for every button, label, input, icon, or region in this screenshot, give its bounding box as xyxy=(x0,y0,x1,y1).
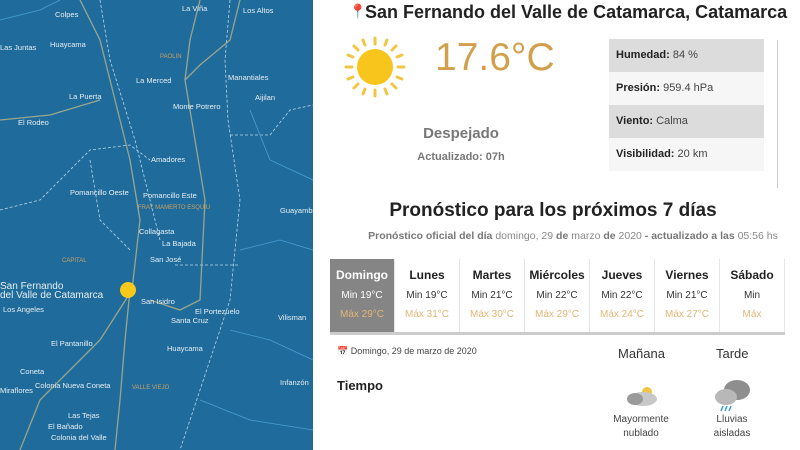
map-label: El Rodeo xyxy=(18,118,49,127)
morning-weather: Mayormente nublado xyxy=(613,414,669,439)
humidity-row: Humedad: 84 % xyxy=(609,39,764,72)
day-tab-lunes[interactable]: Lunes Min 19°C Máx 31°C xyxy=(395,259,460,332)
forecast-title: Pronóstico para los próximos 7 días xyxy=(389,200,717,221)
map-label: La Bajada xyxy=(162,239,196,248)
map-label: Guayamba xyxy=(280,206,313,215)
map-label: FRAY MAMERTO ESQUIU xyxy=(138,205,211,211)
map-label: El Pantanillo xyxy=(51,339,93,348)
map-label: Pomancillo Oeste xyxy=(70,188,129,197)
selected-date: 📅 Domingo, 29 de marzo de 2020 xyxy=(337,346,477,356)
current-temperature: 17.6°C xyxy=(435,36,555,79)
map-label: VALLE VIEJO xyxy=(132,385,170,391)
day-tab-domingo[interactable]: Domingo Min 19°C Máx 29°C xyxy=(330,259,395,332)
day-tab-martes[interactable]: Martes Min 21°C Máx 30°C xyxy=(460,259,525,332)
map-label: La Viña xyxy=(182,4,208,13)
map-label: El Bañado xyxy=(48,422,83,431)
map-label: Huaycama xyxy=(167,344,203,353)
map-label: Colpes xyxy=(55,10,79,19)
weather-row-label: Tiempo xyxy=(337,378,383,393)
weather-panel: 📍 San Fernando del Valle de Catamarca, C… xyxy=(313,0,800,450)
afternoon-weather: Lluvias aisladas xyxy=(713,414,751,439)
pressure-row: Presión: 959.4 hPa xyxy=(609,72,764,105)
day-tabs: Domingo Min 19°C Máx 29°C Lunes Min 19°C Máx… xyxy=(330,259,785,335)
partly-cloudy-icon xyxy=(627,387,657,406)
map-label: San Isidro xyxy=(141,297,175,306)
rain-cloud-icon xyxy=(715,380,750,412)
period-morning: Mañana xyxy=(618,346,665,361)
divider xyxy=(777,40,778,188)
sun-icon xyxy=(344,36,406,98)
map-label: Amadores xyxy=(151,155,186,164)
map-label: CAPITAL xyxy=(62,258,87,264)
map-label: Collagasta xyxy=(139,227,175,236)
map-label: San José xyxy=(150,255,182,264)
wind-row: Viento: Calma xyxy=(609,105,764,138)
map-label: San Fernando xyxy=(0,281,64,292)
map-label: El Portezuelo xyxy=(195,307,240,316)
map-label: Los Altos xyxy=(243,6,274,15)
map-label: Vilisman xyxy=(278,313,307,322)
map-label: Las Tejas xyxy=(68,411,100,420)
map-label: Las Juntas xyxy=(0,43,37,52)
day-tab-jueves[interactable]: Jueves Min 22°C Máx 24°C xyxy=(590,259,655,332)
forecast-subtitle: Pronóstico oficial del día domingo, 29 d… xyxy=(368,230,778,242)
map-label: PAOLIN xyxy=(160,54,182,60)
map-label: Pomancillo Este xyxy=(143,191,197,200)
map-label: Aijilan xyxy=(255,93,276,102)
map-roads xyxy=(0,0,313,450)
map-label: Santa Cruz xyxy=(171,316,209,325)
day-tab-viernes[interactable]: Viernes Min 21°C Máx 27°C xyxy=(655,259,720,332)
location-pin-icon: 📍 xyxy=(349,3,367,19)
map[interactable]: Colpes La Viña Los Altos Las Juntas Huay… xyxy=(0,0,313,450)
calendar-icon: 📅 xyxy=(337,346,349,356)
location-title: San Fernando del Valle de Catamarca, Cat… xyxy=(365,2,788,22)
map-label: La Merced xyxy=(136,76,172,85)
map-label: del Valle de Catamarca xyxy=(0,290,104,301)
visibility-row: Visibilidad: 20 km xyxy=(609,138,764,171)
conditions-table: Humedad: 84 % Presión: 959.4 hPa Viento:… xyxy=(609,39,764,171)
map-label: La Puerta xyxy=(69,92,102,101)
map-label: Colonia Nueva Coneta xyxy=(35,381,111,390)
map-label: Miraflores xyxy=(0,386,33,395)
map-label: Huaycama xyxy=(50,40,86,49)
map-label: Manantiales xyxy=(228,73,269,82)
map-label: Coneta xyxy=(20,367,45,376)
sun-marker-icon xyxy=(120,282,136,298)
map-label: Infanzón xyxy=(280,378,309,387)
updated-time: Actualizado: 07h xyxy=(417,151,505,163)
map-label: Monte Potrero xyxy=(173,102,221,111)
day-tab-sabado[interactable]: Sábado Min Máx xyxy=(720,259,785,332)
current-condition: Despejado xyxy=(423,125,499,142)
map-label: Colonia del Valle xyxy=(51,433,107,442)
period-afternoon: Tarde xyxy=(716,346,749,361)
day-tab-miercoles[interactable]: Miércoles Min 22°C Máx 29°C xyxy=(525,259,590,332)
map-label: Los Angeles xyxy=(3,305,44,314)
